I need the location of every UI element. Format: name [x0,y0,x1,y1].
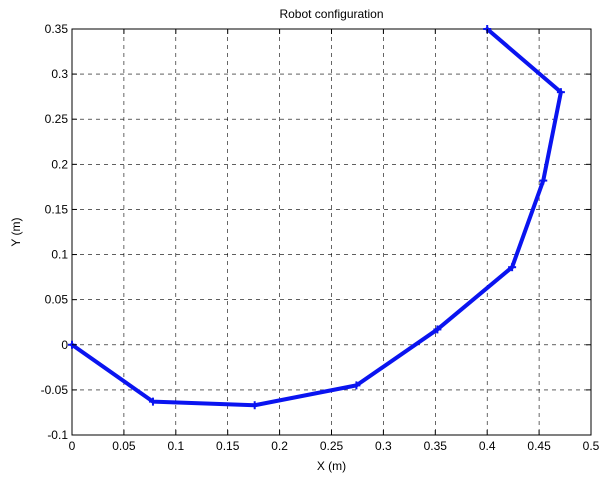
y-tick-label: 0.2 [51,157,68,171]
x-tick-label: 0.4 [479,439,496,453]
y-tick-label: 0.1 [51,248,68,262]
x-axis-label: X (m) [317,459,346,473]
data-point-marker [539,176,548,185]
y-axis-label: Y (m) [9,217,23,246]
y-tick-label: -0.1 [47,428,68,442]
x-tick-label: 0.35 [424,439,448,453]
data-point-marker [508,263,517,272]
data-point-marker [433,325,442,334]
x-tick-label: 0.25 [320,439,344,453]
data-point-marker [556,88,565,97]
x-tick-label: 0.05 [112,439,136,453]
x-tick-label: 0.5 [583,439,599,453]
data-point-marker [148,397,157,406]
y-tick-label: -0.05 [41,383,69,397]
y-tick-label: 0.05 [45,293,69,307]
x-tick-label: 0.15 [216,439,240,453]
x-tick-label: 0.3 [375,439,392,453]
y-axis-ticks: -0.1 -0.05 0 0.05 0.1 0.15 0.2 0.25 0.3 0.35 [41,22,591,442]
x-tick-label: 0 [69,439,76,453]
x-tick-label: 0.2 [271,439,288,453]
y-tick-label: 0.35 [45,22,69,36]
y-tick-label: 0.25 [45,112,69,126]
data-point-marker [352,381,361,390]
y-tick-label: 0 [61,338,68,352]
y-tick-label: 0.15 [45,202,69,216]
y-tick-label: 0.3 [51,67,68,81]
x-axis-ticks: 0 0.05 0.1 0.15 0.2 0.25 0.3 0.35 0.4 0.45 0.5 [69,29,599,453]
data-point-marker [250,401,259,410]
chart-title: Robot configuration [279,7,383,21]
plot-area [68,25,592,436]
x-tick-label: 0.1 [167,439,184,453]
x-tick-label: 0.45 [527,439,551,453]
